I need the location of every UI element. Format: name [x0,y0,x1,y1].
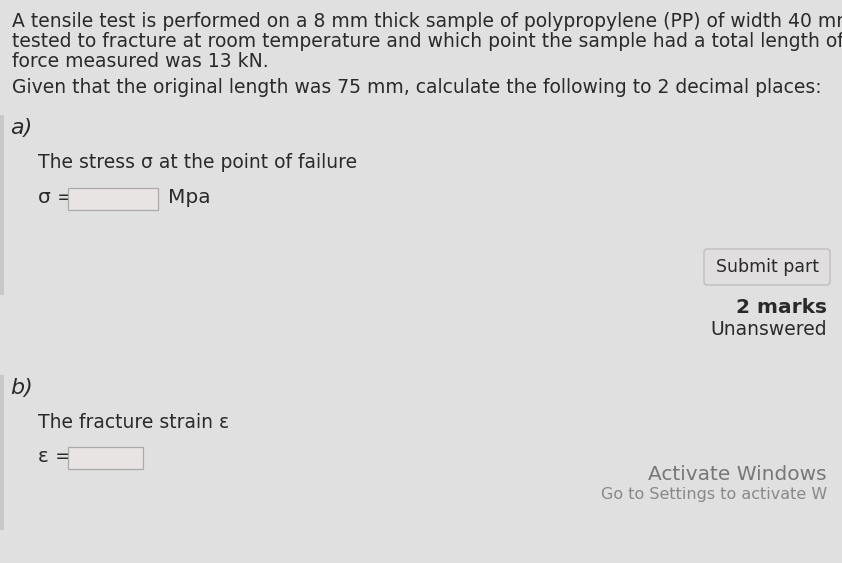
Text: b): b) [10,378,33,398]
Bar [0,115,3,295]
Text: The fracture strain ε: The fracture strain ε [38,413,229,432]
Text: σ =: σ = [38,188,74,207]
Text: Submit part: Submit part [716,258,818,276]
Text: tested to fracture at room temperature and which point the sample had a total le: tested to fracture at room temperature a… [12,32,842,51]
FancyBboxPatch shape [68,447,143,469]
Text: A tensile test is performed on a 8 mm thick sample of polypropylene (PP) of widt: A tensile test is performed on a 8 mm th… [12,12,842,31]
Text: force measured was 13 kN.: force measured was 13 kN. [12,52,269,71]
Text: Go to Settings to activate W: Go to Settings to activate W [600,487,827,502]
Text: The stress σ at the point of failure: The stress σ at the point of failure [38,153,357,172]
Text: Given that the original length was 75 mm, calculate the following to 2 decimal p: Given that the original length was 75 mm… [12,78,822,97]
FancyBboxPatch shape [704,249,830,285]
Text: a): a) [10,118,32,138]
Text: Unanswered: Unanswered [711,320,827,339]
Text: ε =: ε = [38,447,72,466]
Text: Mpa: Mpa [168,188,210,207]
Text: Activate Windows: Activate Windows [648,465,827,484]
Bar [0,375,3,530]
Text: 2 marks: 2 marks [736,298,827,317]
FancyBboxPatch shape [68,188,158,210]
